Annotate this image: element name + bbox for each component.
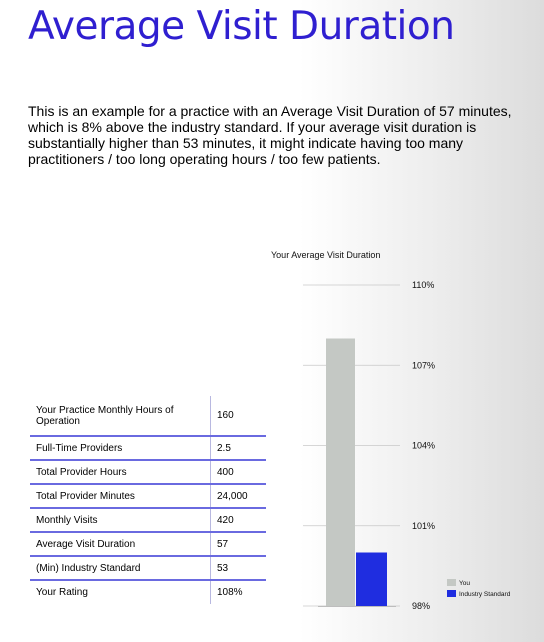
metric-label: Average Visit Duration (30, 532, 211, 557)
table-row: Average Visit Duration 57 (30, 532, 266, 557)
y-tick-label: 98% (412, 601, 430, 611)
table-row: Your Rating 108% (30, 580, 266, 604)
metric-value: 160 (210, 396, 266, 437)
y-tick-label: 104% (412, 441, 435, 451)
legend-swatch (447, 590, 456, 597)
metric-value: 400 (210, 460, 266, 485)
y-tick-label: 110% (412, 280, 434, 290)
metric-value: 57 (210, 532, 266, 557)
table-row: (Min) Industry Standard 53 (30, 556, 266, 581)
table-row: Your Practice Monthly Hours of Operation… (30, 396, 266, 437)
bar-industry-standard (356, 552, 387, 606)
legend-label: Industry Standard (459, 591, 511, 598)
metric-value: 2.5 (210, 436, 266, 461)
table-row: Total Provider Minutes 24,000 (30, 484, 266, 509)
page-title: Average Visit Duration (28, 4, 455, 49)
legend-swatch (447, 579, 456, 586)
metric-label: Monthly Visits (30, 508, 211, 533)
chart-title: Your Average Visit Duration (271, 250, 381, 260)
metric-label: (Min) Industry Standard (30, 556, 211, 581)
metric-value: 53 (210, 556, 266, 581)
metric-label: Total Provider Hours (30, 460, 211, 485)
metric-value: 24,000 (210, 484, 266, 509)
metrics-table: Your Practice Monthly Hours of Operation… (30, 396, 266, 604)
table-row: Total Provider Hours 400 (30, 460, 266, 485)
y-tick-label: 107% (412, 360, 435, 370)
intro-paragraph: This is an example for a practice with a… (28, 103, 512, 167)
metric-label: Full-Time Providers (30, 436, 211, 461)
metric-label: Your Practice Monthly Hours of Operation (30, 396, 211, 437)
table-row: Full-Time Providers 2.5 (30, 436, 266, 461)
legend-label: You (459, 580, 470, 587)
bar-you (326, 338, 355, 606)
metric-label: Total Provider Minutes (30, 484, 211, 509)
table-row: Monthly Visits 420 (30, 508, 266, 533)
y-tick-label: 101% (412, 521, 435, 531)
metric-value: 420 (210, 508, 266, 533)
metric-value: 108% (210, 580, 266, 604)
metric-label: Your Rating (36, 587, 88, 598)
